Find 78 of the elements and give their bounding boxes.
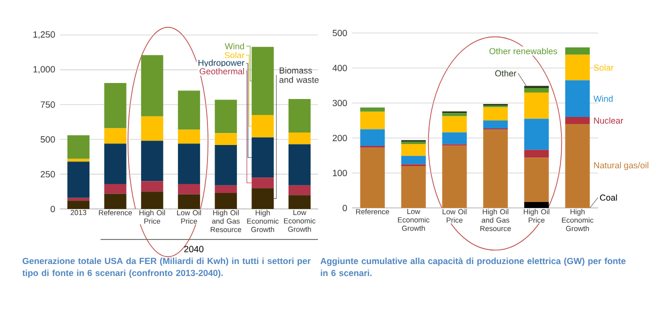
y-tick-label: 0 xyxy=(50,206,55,212)
bar xyxy=(214,185,237,193)
series-label: Other renewables xyxy=(489,48,558,54)
y-tick-label: 1,250 xyxy=(33,31,55,39)
bar xyxy=(565,117,590,124)
bar xyxy=(360,108,385,112)
bar xyxy=(141,55,164,116)
bar xyxy=(360,129,385,146)
bar xyxy=(524,92,549,119)
text: Generazione totale USA da FER (Miliardi di Kwh) in tutti i settori per tipo di fonte in 6 scenari (confronto 2013-2040). xyxy=(22,258,311,278)
text: 2040 xyxy=(184,246,204,252)
bar xyxy=(141,181,164,192)
bar xyxy=(360,148,385,208)
bar xyxy=(67,162,90,198)
bar xyxy=(565,47,590,55)
bar xyxy=(401,144,426,156)
bar xyxy=(214,192,237,209)
y-tick-label: 400 xyxy=(332,64,347,72)
bar xyxy=(288,185,311,196)
bar xyxy=(483,107,508,120)
y-tick-label: 0 xyxy=(342,204,347,212)
y-tick-label: 200 xyxy=(332,134,347,142)
y-tick-label: 300 xyxy=(332,100,347,106)
bar xyxy=(442,116,467,132)
text: Geothermal xyxy=(200,68,244,74)
y-tick-label: 1,000 xyxy=(33,66,55,74)
series-label: Nuclear xyxy=(594,117,624,124)
bar xyxy=(104,194,126,209)
bar xyxy=(401,166,426,208)
series-label: Other xyxy=(495,70,516,76)
series-label: Natural gas/oil xyxy=(594,162,648,170)
text: Solar xyxy=(224,52,244,58)
bar xyxy=(524,202,549,208)
bar xyxy=(288,195,311,209)
bar xyxy=(104,184,126,194)
text: Hydropower xyxy=(198,60,244,68)
bar xyxy=(442,113,467,116)
y-tick-label: 100 xyxy=(332,170,347,176)
bar xyxy=(565,124,590,208)
bar xyxy=(141,140,164,182)
bar xyxy=(565,80,590,118)
bar xyxy=(104,144,126,184)
y-tick-label: 500 xyxy=(332,30,347,36)
bar xyxy=(524,118,549,150)
bar xyxy=(214,100,237,134)
bar xyxy=(252,188,274,209)
bar xyxy=(401,156,426,164)
bar xyxy=(178,130,200,144)
series-label: Solar xyxy=(594,64,614,71)
series-label: Wind xyxy=(224,42,244,50)
bar xyxy=(288,144,311,186)
y-tick-label: 500 xyxy=(40,136,55,143)
bar xyxy=(360,112,385,130)
y-tick-label: 750 xyxy=(40,101,55,108)
bar xyxy=(483,130,508,208)
bar xyxy=(104,128,126,144)
bar xyxy=(67,135,90,159)
bar xyxy=(214,144,237,186)
bar xyxy=(67,200,90,209)
bar xyxy=(141,116,164,141)
series-label: Wind xyxy=(593,95,613,102)
bar xyxy=(288,99,311,132)
y-tick-label: 250 xyxy=(40,171,55,178)
bar xyxy=(442,132,467,144)
text: Coal xyxy=(600,194,617,201)
bar xyxy=(214,133,237,145)
bar xyxy=(524,88,549,92)
bar xyxy=(524,150,549,158)
bar xyxy=(565,54,590,80)
bar xyxy=(524,158,549,202)
bar xyxy=(483,120,508,129)
text: Biomass and waste xyxy=(279,67,319,83)
bar xyxy=(178,144,200,184)
bar xyxy=(178,184,200,194)
bar xyxy=(288,132,311,144)
text: Aggiunte cumulative alla capacità di produzione elettrica (GW) per fonte in 6 scenari. xyxy=(320,258,626,276)
bar xyxy=(104,83,126,128)
bar xyxy=(178,90,200,130)
